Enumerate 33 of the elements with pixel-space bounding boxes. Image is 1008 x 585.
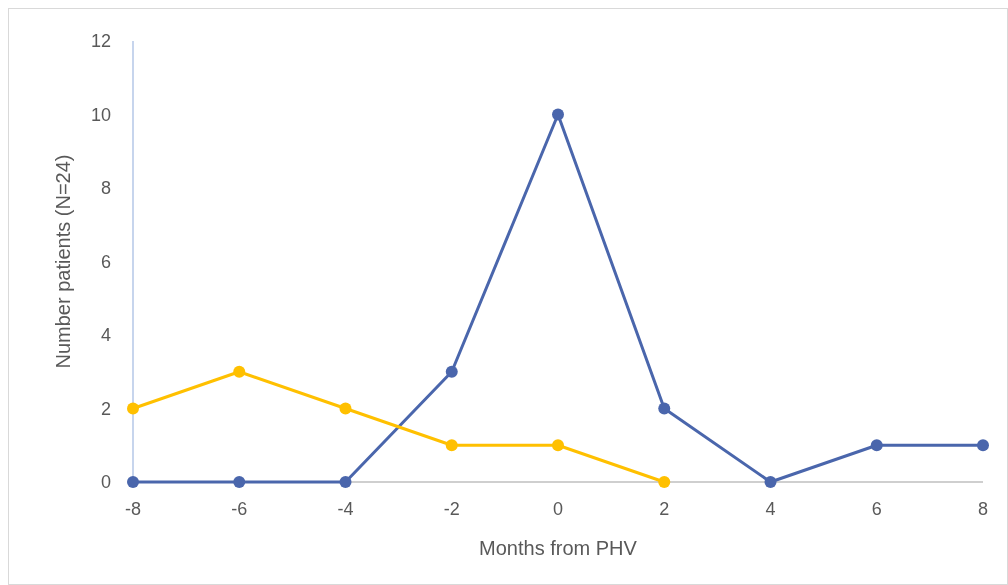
point: [233, 476, 246, 488]
point: [764, 476, 777, 488]
point: [445, 439, 458, 452]
x-tick-label: -8: [124, 499, 142, 519]
x-axis-title: Months from PHV: [479, 537, 638, 559]
point: [552, 108, 564, 121]
y-tick-label: 2: [100, 398, 111, 419]
x-tick-label: -6: [231, 499, 248, 519]
x-tick-label: 2: [659, 499, 670, 519]
point: [339, 476, 352, 488]
y-axis-title: Number patients (N=24): [52, 154, 74, 369]
x-tick-label: 4: [765, 499, 776, 519]
point: [658, 402, 671, 415]
y-tick-label: 0: [100, 472, 111, 493]
x-tick-label: 8: [977, 499, 989, 519]
point: [552, 439, 564, 452]
point: [658, 476, 671, 488]
point: [339, 402, 352, 415]
y-tick-label: 10: [90, 104, 111, 125]
x-tick-label: -4: [337, 499, 354, 519]
point: [127, 476, 139, 488]
point: [977, 439, 989, 452]
x-tick-label: 0: [552, 499, 564, 519]
point: [127, 402, 139, 415]
point: [870, 439, 883, 452]
x-tick-label: -2: [443, 499, 460, 519]
y-tick-label: 12: [90, 31, 111, 52]
y-tick-label: 6: [100, 251, 111, 272]
y-tick-label: 8: [100, 178, 111, 199]
point: [233, 365, 246, 378]
y-tick-label: 4: [100, 325, 111, 346]
x-tick-label: 6: [871, 499, 882, 519]
point: [445, 365, 458, 378]
